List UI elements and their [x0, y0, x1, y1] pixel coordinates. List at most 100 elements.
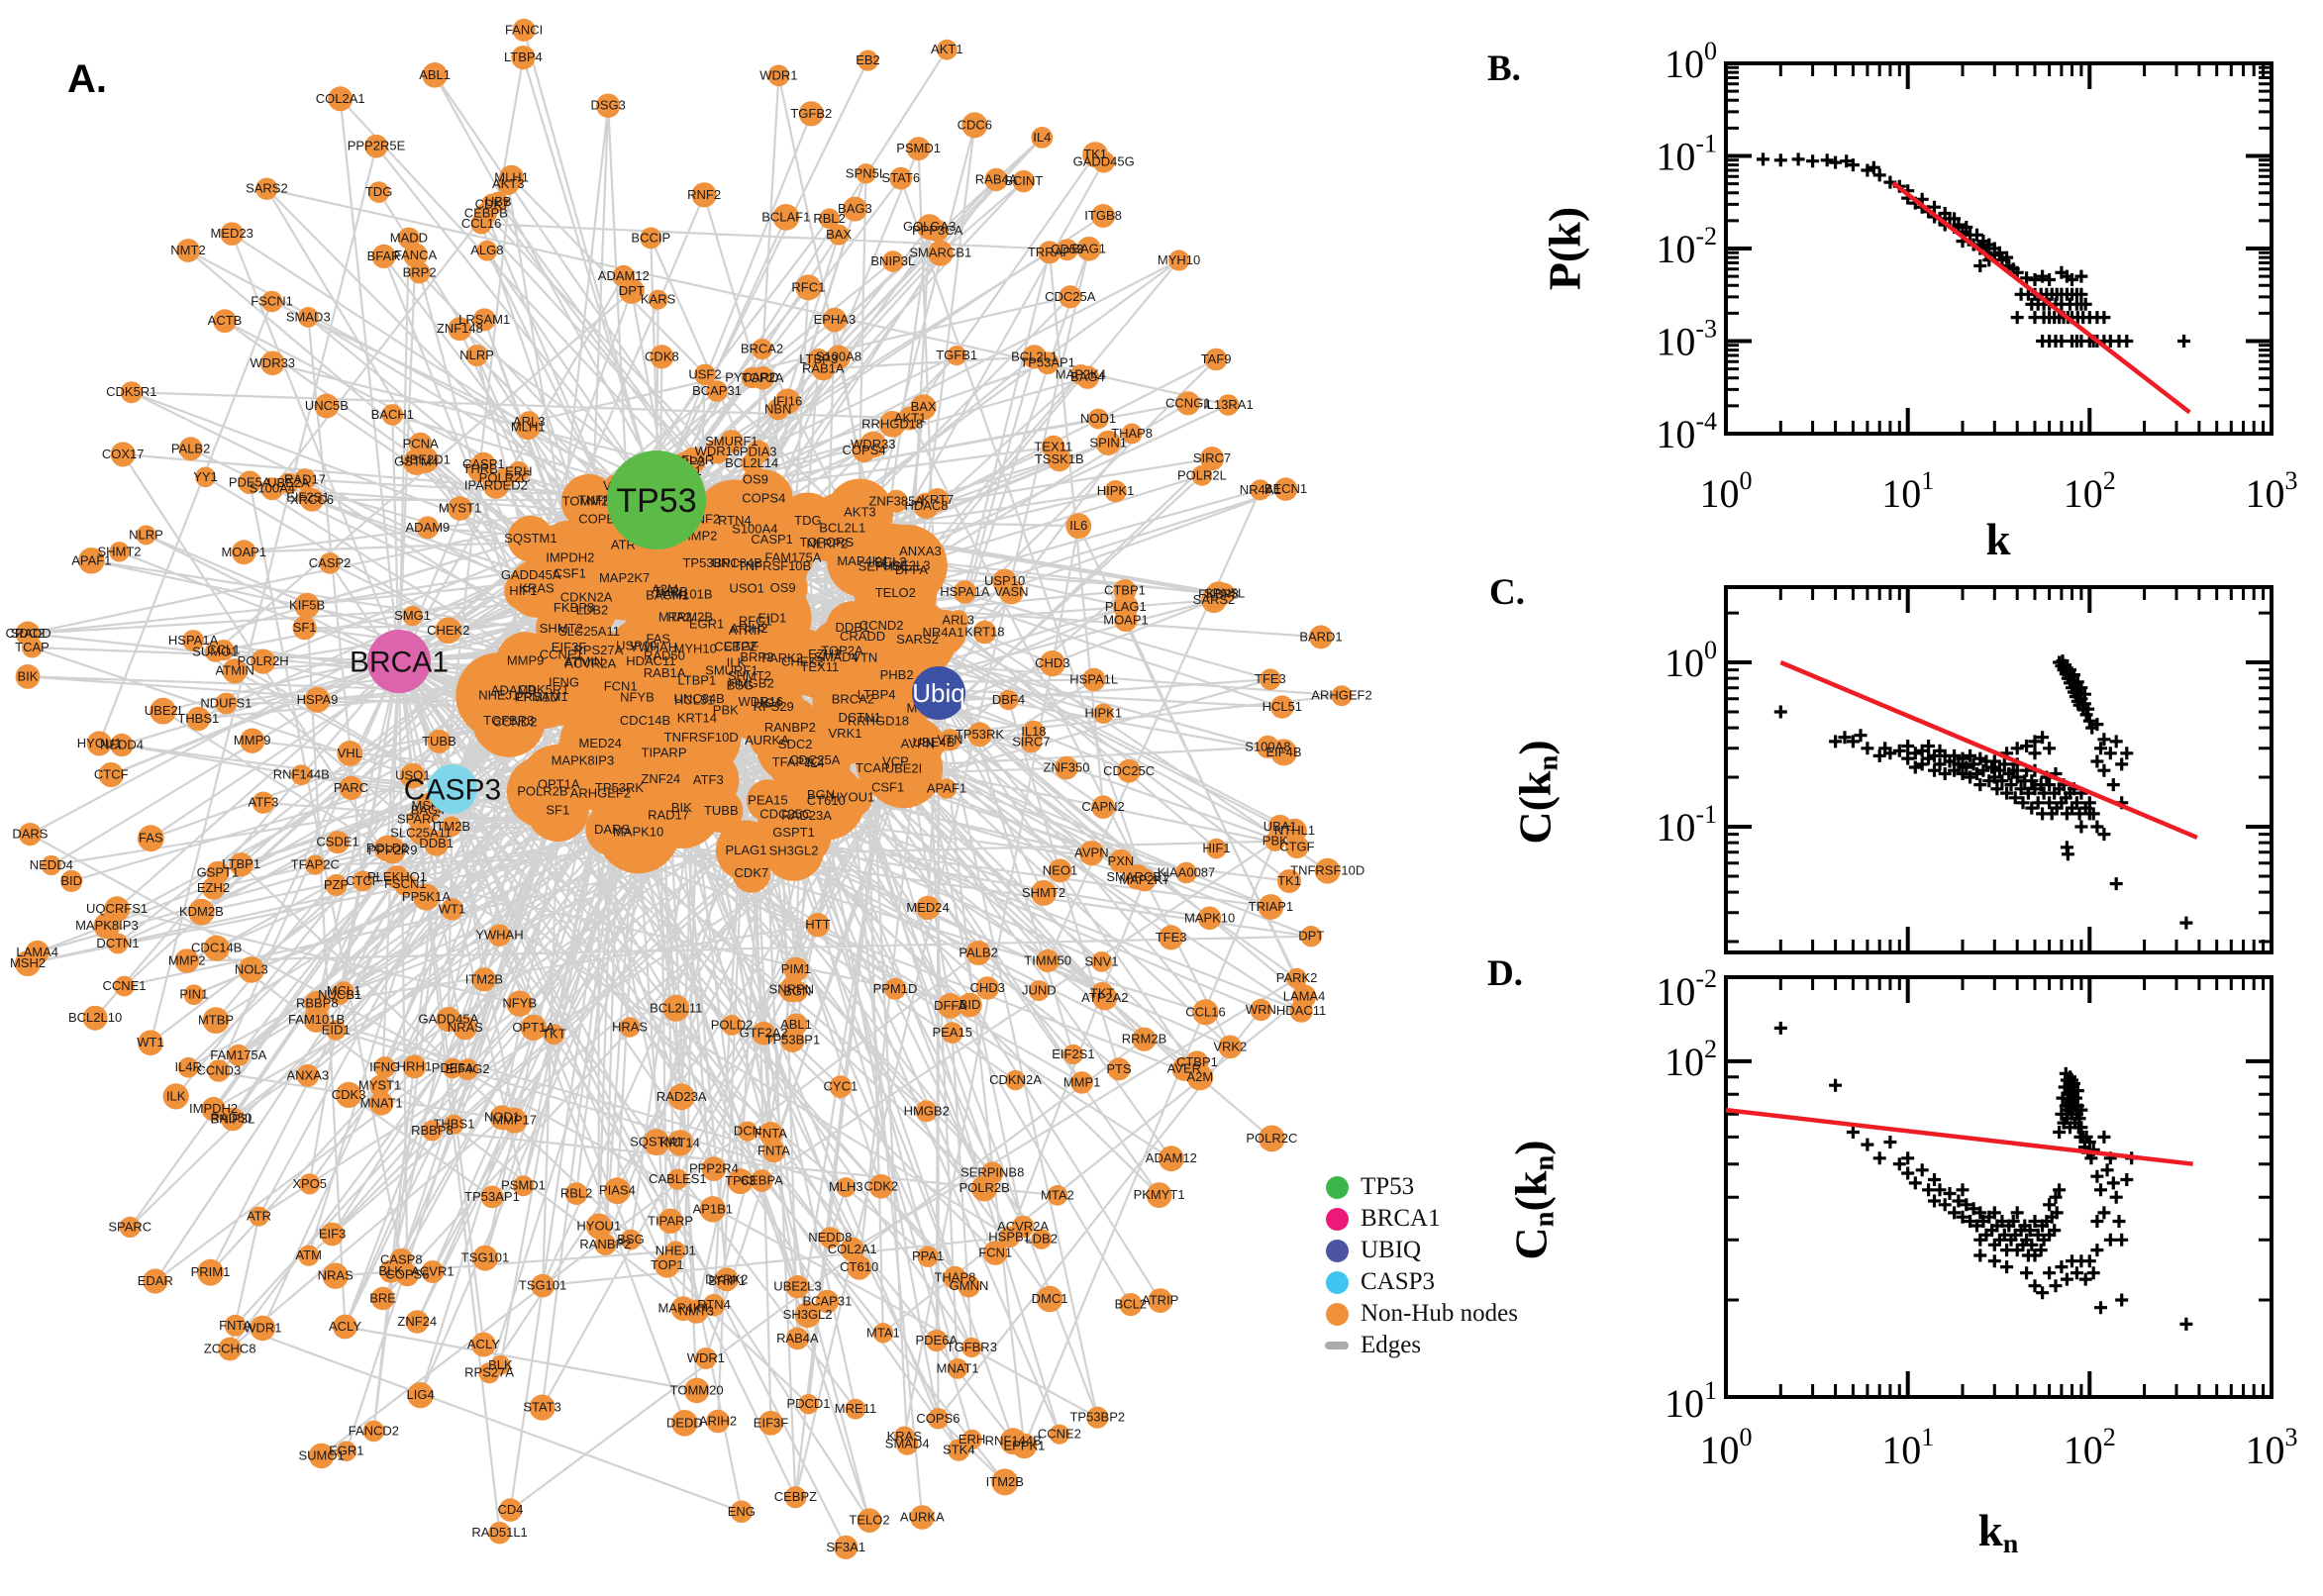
legend-label: UBIQ: [1361, 1237, 1422, 1263]
network-node: [498, 1498, 523, 1522]
data-points: [1773, 1021, 2193, 1331]
network-node: [453, 1016, 477, 1041]
network-node: [422, 62, 448, 88]
network-node: [137, 825, 164, 852]
node-label: PXN: [1108, 853, 1135, 868]
legend-label: TP53: [1361, 1173, 1415, 1200]
node-label: NLRP: [129, 527, 163, 542]
network-node: [785, 1275, 810, 1299]
node-label: RAB4A: [776, 1331, 819, 1346]
node-label: HIPK1: [1097, 483, 1135, 498]
network-node: [939, 729, 961, 751]
node-label: ARHGEF2: [1311, 688, 1371, 703]
network-node: [786, 980, 808, 1002]
node-label: TOP2A: [742, 370, 784, 385]
data-points: [1773, 654, 2193, 930]
node-label: TP53BP2: [1069, 1410, 1125, 1425]
network-node: [666, 1130, 693, 1156]
node-label: NHEJ1: [478, 688, 519, 703]
node-label: BIK: [18, 668, 39, 683]
legend-swatch-mark: [1325, 1270, 1349, 1294]
node-label: CDK2: [863, 1178, 898, 1193]
node-label: RAD23A: [781, 808, 832, 823]
node-label: POLD2: [366, 841, 409, 855]
node-label: S100A4: [250, 481, 295, 496]
network-node: [1076, 237, 1101, 261]
node-label: DEDD: [666, 1415, 703, 1430]
network-node: [916, 214, 943, 241]
node-label: SHMT2: [97, 544, 141, 558]
network-node: [407, 1382, 434, 1409]
network-node: [399, 762, 426, 789]
network-node: [640, 648, 690, 699]
network-node: [186, 706, 211, 732]
node-label: TGFB2: [790, 106, 832, 121]
node-label: KRAS: [887, 1429, 923, 1444]
panel-label-b: B.: [1487, 49, 1521, 89]
node-label: UBB: [485, 194, 512, 209]
network-node: [1048, 858, 1072, 883]
node-label: TNFRSF10D: [1290, 863, 1364, 878]
node-label: WDR16: [695, 444, 741, 458]
network-node: [766, 398, 789, 421]
node-label: STK4: [943, 1443, 975, 1457]
network-node: [604, 1177, 631, 1205]
node-label: NRAS: [318, 1268, 354, 1283]
node-label: NEO1: [1043, 862, 1077, 877]
network-node: [587, 506, 614, 533]
legend-item-ubiq: UBIQ: [1325, 1235, 1518, 1266]
label-part: n: [2002, 1529, 2019, 1560]
node-label: THRB: [462, 461, 497, 476]
node-label: EDAR: [138, 1273, 173, 1288]
network-node: [371, 244, 396, 268]
network-node: [917, 1246, 939, 1267]
network-node: [927, 240, 954, 266]
network-node: [667, 1083, 695, 1111]
network-node: [114, 975, 135, 997]
network-node: [86, 731, 112, 756]
minor-ticks: [1726, 977, 2272, 1397]
y-tick-label: 10-2: [1656, 964, 1717, 1014]
node-label: USP10: [616, 639, 656, 653]
node-label: TRRAP: [1028, 245, 1071, 259]
node-label: COX17: [102, 447, 145, 461]
fit-line: [1779, 659, 2198, 840]
network-node: [518, 411, 541, 433]
legend-swatch-mark: [1325, 1342, 1349, 1349]
node-label: CRADD: [5, 626, 50, 641]
network-node: [836, 1177, 857, 1198]
network-node: [772, 204, 800, 231]
node-label: AVPN: [901, 737, 935, 751]
node-label: TP53AP1: [464, 1189, 520, 1204]
node-label: TOP1: [651, 1257, 684, 1272]
node-label: PP5K1A: [402, 889, 451, 904]
network-node: [298, 1245, 320, 1266]
node-label: SDC2: [778, 737, 813, 751]
data-points: [1757, 152, 2191, 348]
network-node: [1087, 408, 1109, 430]
network-node: [215, 692, 238, 715]
node-label: BCL2L11: [650, 1000, 702, 1015]
node-label: BIK: [671, 800, 692, 815]
node-label: UBE2I: [885, 761, 923, 776]
network-node: [851, 625, 875, 649]
node-label: BAX: [826, 227, 852, 242]
node-label: A2M: [652, 582, 678, 597]
node-label: CASP2: [309, 555, 352, 570]
network-node: [767, 64, 790, 87]
node-label: CD53: [1051, 242, 1083, 256]
node-label: CSDE1: [316, 835, 358, 849]
network-node: [421, 1120, 443, 1142]
network-node: [444, 1114, 464, 1135]
node-label: BNIP3L: [870, 253, 915, 268]
network-node: [727, 1168, 754, 1195]
node-label: BARD1: [1299, 629, 1342, 644]
network-node: [326, 831, 350, 854]
network-node: [824, 682, 895, 753]
node-label: SH3GL2: [769, 844, 819, 858]
node-label: YY1: [193, 469, 218, 484]
network-node: [227, 1044, 250, 1066]
node-label: POLR2C: [1246, 1131, 1297, 1146]
node-label: UNC84B: [674, 691, 725, 706]
